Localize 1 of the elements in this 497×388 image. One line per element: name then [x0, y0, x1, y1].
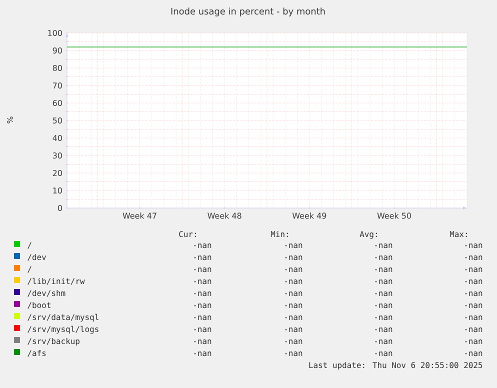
chart-title: Inode usage in percent - by month [171, 8, 325, 16]
